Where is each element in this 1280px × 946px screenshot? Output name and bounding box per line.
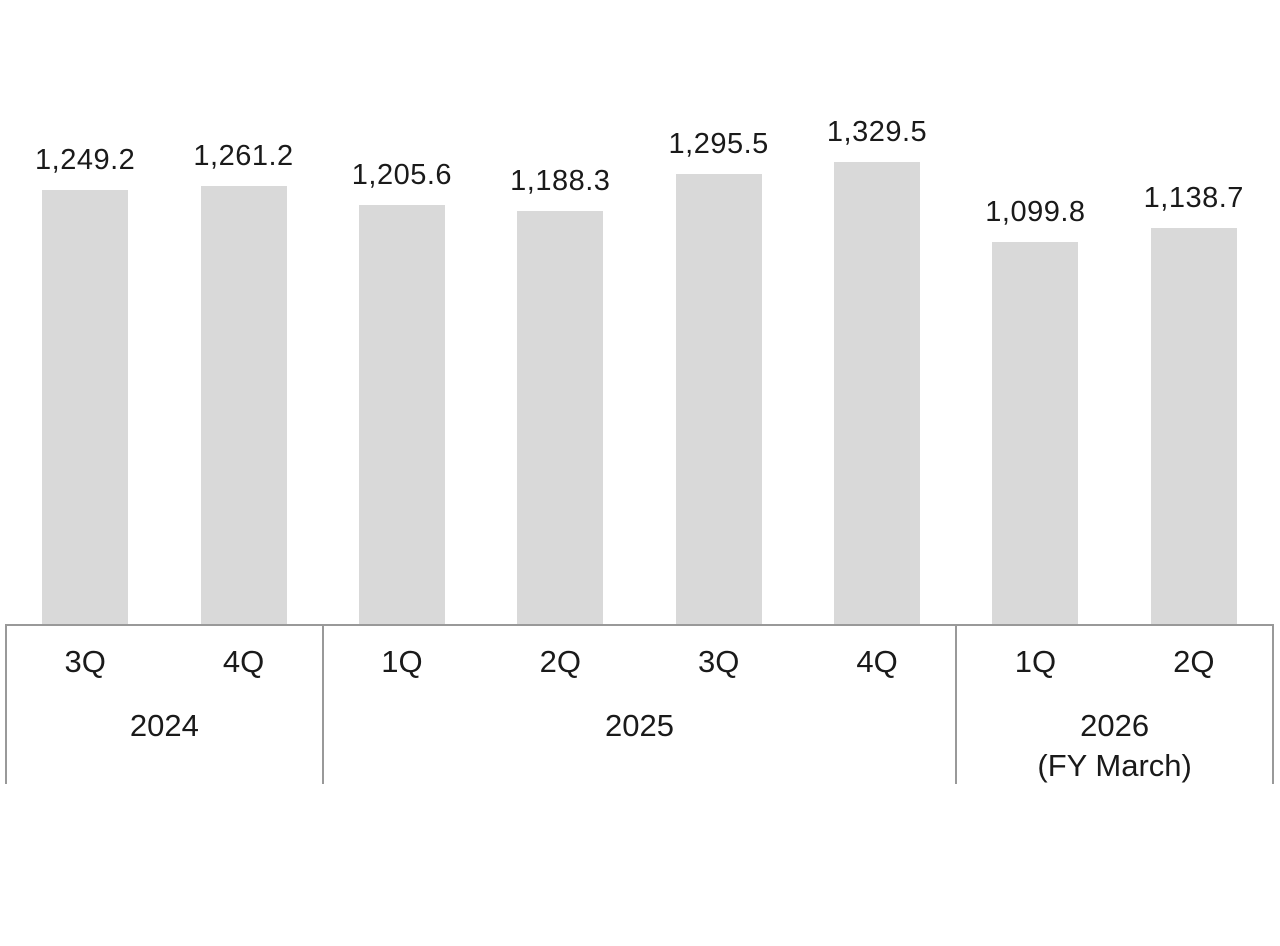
bar [358, 205, 445, 624]
year-sublabel: (FY March) [1037, 748, 1192, 783]
bar [1150, 228, 1237, 624]
bar-value-label: 1,138.7 [1143, 182, 1244, 215]
bar-value-label: 1,099.8 [985, 195, 1086, 228]
quarter-label: 4Q [222, 644, 265, 679]
bar [517, 211, 604, 624]
bar-value-label: 1,188.3 [510, 165, 611, 198]
bar [200, 185, 287, 624]
bar [675, 173, 762, 624]
year-label: 2026 [1080, 708, 1150, 743]
bar-value-label: 1,329.5 [826, 115, 928, 148]
quarter-label: 1Q [381, 644, 423, 679]
bar-value-label: 1,205.6 [351, 159, 453, 192]
axis-top-line [6, 624, 1273, 626]
bar [834, 161, 921, 624]
quarter-label: 1Q [1014, 644, 1057, 679]
quarter-label: 2Q [539, 644, 581, 679]
group-divider-line [1272, 624, 1274, 784]
quarter-label: 4Q [856, 644, 898, 679]
bar-value-label: 1,295.5 [668, 127, 769, 160]
bar-value-label: 1,249.2 [35, 143, 136, 176]
bar [992, 241, 1079, 624]
quarter-label: 3Q [698, 644, 740, 679]
year-label: 2025 [605, 708, 674, 743]
group-divider-line [955, 624, 958, 784]
year-label: 2024 [129, 708, 199, 743]
quarter-label: 2Q [1173, 644, 1215, 679]
group-divider-line [5, 624, 7, 784]
group-divider-line [321, 624, 324, 784]
bar [42, 189, 129, 624]
bar-value-label: 1,261.2 [193, 139, 294, 172]
quarter-label: 3Q [64, 644, 106, 679]
